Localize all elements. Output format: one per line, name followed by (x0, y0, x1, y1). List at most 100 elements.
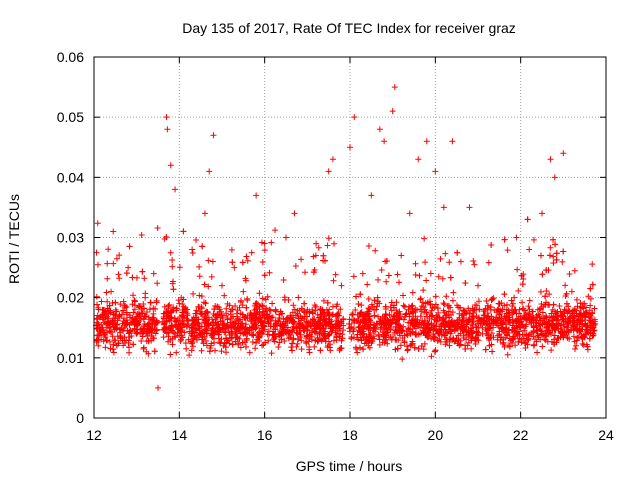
data-point (530, 328, 537, 335)
data-point (276, 339, 283, 346)
data-point (410, 308, 417, 315)
data-point (154, 224, 161, 231)
data-point (200, 340, 207, 347)
data-point (562, 282, 569, 289)
data-points (93, 84, 599, 391)
data-point (347, 144, 353, 151)
data-point (266, 306, 273, 313)
data-point (526, 313, 533, 320)
data-point (150, 305, 157, 312)
data-point (422, 300, 429, 307)
data-point (428, 353, 435, 360)
data-point (355, 316, 362, 323)
data-point (300, 323, 307, 330)
data-point (151, 348, 158, 355)
data-point (265, 337, 272, 344)
data-point (296, 307, 303, 314)
data-point (138, 231, 145, 238)
data-point (397, 342, 404, 349)
data-point (450, 335, 457, 342)
data-point (551, 332, 558, 339)
data-point (306, 346, 313, 353)
data-point (420, 304, 427, 311)
data-point (167, 351, 174, 358)
data-point (126, 334, 133, 341)
data-point (198, 305, 205, 312)
data-point (421, 317, 428, 324)
data-point (351, 319, 358, 326)
data-point (519, 322, 526, 329)
data-point (127, 314, 134, 321)
data-point (223, 312, 230, 319)
data-point (296, 327, 303, 334)
data-point (521, 327, 528, 334)
data-point (386, 311, 393, 318)
data-point (520, 275, 527, 282)
data-point (280, 276, 287, 283)
data-point (142, 290, 149, 297)
data-point (589, 281, 596, 288)
data-point (320, 252, 327, 259)
data-point (102, 311, 109, 318)
data-point (321, 309, 328, 316)
data-point (362, 323, 369, 330)
data-point (117, 301, 124, 308)
data-point (169, 256, 176, 263)
data-point (104, 275, 111, 282)
data-point (431, 348, 438, 355)
data-point (169, 341, 176, 348)
data-point (161, 310, 168, 317)
data-point (126, 349, 133, 356)
data-point (228, 329, 235, 336)
data-point (239, 302, 246, 309)
data-point (346, 328, 353, 335)
data-point (202, 310, 209, 317)
data-point (116, 326, 123, 333)
data-point (570, 333, 577, 340)
data-point (272, 326, 279, 333)
data-point (218, 348, 225, 355)
data-point (466, 204, 473, 211)
data-point (356, 344, 363, 351)
data-point (177, 326, 184, 333)
data-point (427, 300, 434, 307)
data-point (198, 347, 205, 354)
data-point (415, 321, 422, 328)
data-point (388, 299, 395, 306)
data-point (504, 301, 511, 308)
data-point (219, 314, 226, 321)
data-point (296, 321, 303, 328)
data-point (317, 325, 324, 332)
data-point (107, 345, 114, 352)
data-point (355, 300, 362, 307)
data-point (440, 204, 447, 211)
data-point (371, 306, 378, 313)
data-point (415, 331, 422, 338)
data-point (220, 342, 227, 349)
x-tick-label: 16 (257, 427, 273, 443)
data-point (572, 307, 579, 314)
data-point (455, 304, 462, 311)
data-point (526, 297, 533, 304)
data-point (209, 316, 216, 323)
data-point (237, 344, 244, 351)
data-point (550, 317, 557, 324)
data-point (441, 301, 448, 308)
data-point (111, 314, 118, 321)
data-point (549, 327, 556, 334)
data-point (110, 349, 117, 356)
data-point (229, 306, 236, 313)
data-point (253, 339, 260, 346)
data-point (243, 304, 250, 311)
data-point (371, 312, 378, 319)
data-point (479, 324, 486, 331)
data-point (349, 310, 356, 317)
data-point (232, 324, 239, 331)
data-point (402, 311, 409, 318)
data-point (297, 331, 304, 338)
data-point (400, 302, 407, 309)
data-point (161, 320, 168, 327)
data-point (449, 309, 456, 316)
data-point (179, 301, 186, 308)
